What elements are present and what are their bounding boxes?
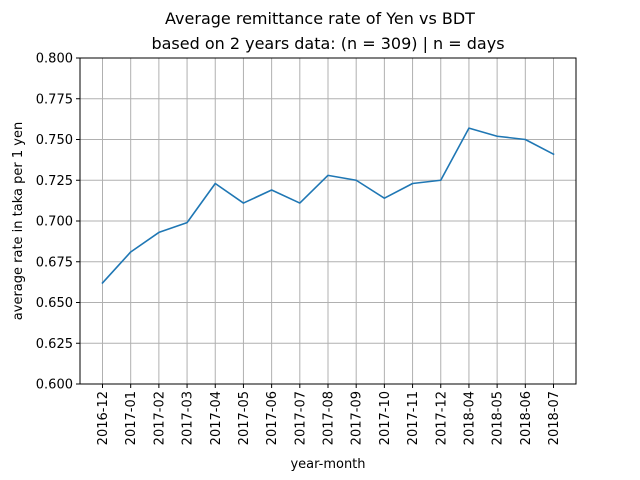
y-tick-label: 0.750 [36, 133, 73, 148]
y-tick-label: 0.775 [36, 92, 73, 107]
grid [80, 57, 576, 385]
x-tick-label: 2018-05 [491, 391, 506, 445]
x-tick-label: 2018-06 [519, 391, 534, 445]
x-tick-label: 2017-06 [265, 391, 280, 445]
chart-subtitle: based on 2 years data: (n = 309) | n = d… [151, 34, 504, 53]
y-tick-label: 0.675 [36, 255, 73, 270]
x-axis-label: year-month [290, 457, 365, 472]
y-tick-label: 0.650 [36, 296, 73, 311]
x-axis: 2016-12 2017-01 2017-02 2017-03 2017-04 2017-… [96, 384, 562, 445]
series-layer [101, 127, 555, 285]
x-tick-label: 2017-02 [152, 391, 167, 445]
x-tick-label: 2017-04 [209, 391, 224, 445]
chart-title: Average remittance rate of Yen vs BDT [165, 9, 475, 28]
series-line [101, 127, 555, 285]
x-tick-label: 2018-04 [462, 391, 477, 445]
x-tick-label: 2017-09 [350, 391, 365, 445]
y-tick-label: 0.625 [36, 337, 73, 352]
y-tick-label: 0.600 [36, 378, 73, 393]
x-tick-label: 2018-07 [547, 391, 562, 445]
x-tick-label: 2017-05 [237, 391, 252, 445]
y-tick-label: 0.725 [36, 174, 73, 189]
x-tick-label: 2017-07 [293, 391, 308, 445]
x-tick-label: 2017-10 [378, 391, 393, 445]
x-tick-label: 2017-12 [434, 391, 449, 445]
y-axis: 0.600 0.625 0.650 0.675 0.700 0.725 0.750 0.775… [36, 52, 80, 393]
x-tick-label: 2017-08 [322, 391, 337, 445]
y-tick-label: 0.700 [36, 215, 73, 230]
y-axis-label: average rate in taka per 1 yen [11, 122, 26, 320]
y-tick-label: 0.800 [36, 52, 73, 67]
x-tick-label: 2017-11 [406, 391, 421, 445]
x-tick-label: 2016-12 [96, 391, 111, 445]
x-tick-label: 2017-03 [181, 391, 196, 445]
x-tick-label: 2017-01 [124, 391, 139, 445]
